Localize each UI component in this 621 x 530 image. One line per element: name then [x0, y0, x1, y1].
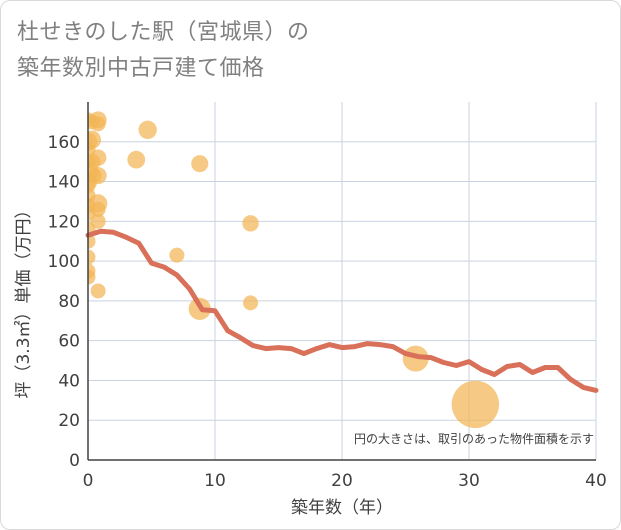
bubble-21: [89, 149, 107, 166]
bubble-26: [90, 283, 106, 299]
bubble-29: [191, 155, 209, 173]
bubble-32: [242, 215, 259, 232]
y-axis-title: 坪（3.3㎡）単価（万円）: [14, 201, 34, 398]
chart-title: 杜せきのした駅（宮城県）の 築年数別中古戸建て価格: [17, 15, 310, 87]
bubbles-layer: [88, 111, 500, 429]
y-tick-label-4: 80: [58, 292, 80, 312]
x-tick-label-0: 0: [83, 471, 94, 491]
bubble-20: [90, 116, 106, 132]
bubble-22: [89, 167, 107, 185]
x-tick-label-2: 20: [331, 471, 353, 491]
axes: [87, 102, 596, 461]
bubble-11: [88, 233, 96, 249]
x-axis-title: 築年数（年）: [291, 498, 393, 518]
bubble-14: [88, 269, 96, 285]
y-tick-label-6: 120: [48, 212, 80, 232]
bubble-size-note: 円の大きさは、取引のあった物件面積を示す: [354, 431, 594, 446]
x-tick-label-1: 10: [204, 471, 226, 491]
y-tick-label-7: 140: [48, 173, 80, 193]
average-price-line: [85, 228, 599, 393]
bubble-35: [451, 380, 500, 429]
tick-labels: 0 10 20 30 40 0 20 40 60 80 100 120 140 160: [48, 133, 607, 491]
chart-title-line-2: 築年数別中古戸建て価格: [17, 56, 265, 81]
bubble-28: [127, 150, 146, 169]
bubble-25: [90, 213, 106, 229]
x-tick-label-4: 40: [585, 471, 607, 491]
y-tick-label-2: 40: [58, 371, 80, 391]
bubble-16: [88, 130, 101, 149]
y-tick-label-1: 20: [58, 411, 80, 431]
y-tick-label-8: 160: [48, 133, 80, 153]
y-tick-label-0: 0: [69, 451, 80, 471]
bubble-30: [169, 247, 185, 263]
x-tick-label-3: 30: [458, 471, 480, 491]
grid-lines: [88, 102, 597, 460]
bubble-33: [243, 295, 259, 311]
y-tick-label-5: 100: [48, 252, 80, 272]
y-tick-label-3: 60: [58, 332, 80, 352]
chart-title-line-1: 杜せきのした駅（宮城県）の: [17, 20, 310, 45]
bubble-24: [90, 201, 106, 217]
bubble-27: [138, 120, 157, 140]
bubble-12: [88, 249, 96, 265]
